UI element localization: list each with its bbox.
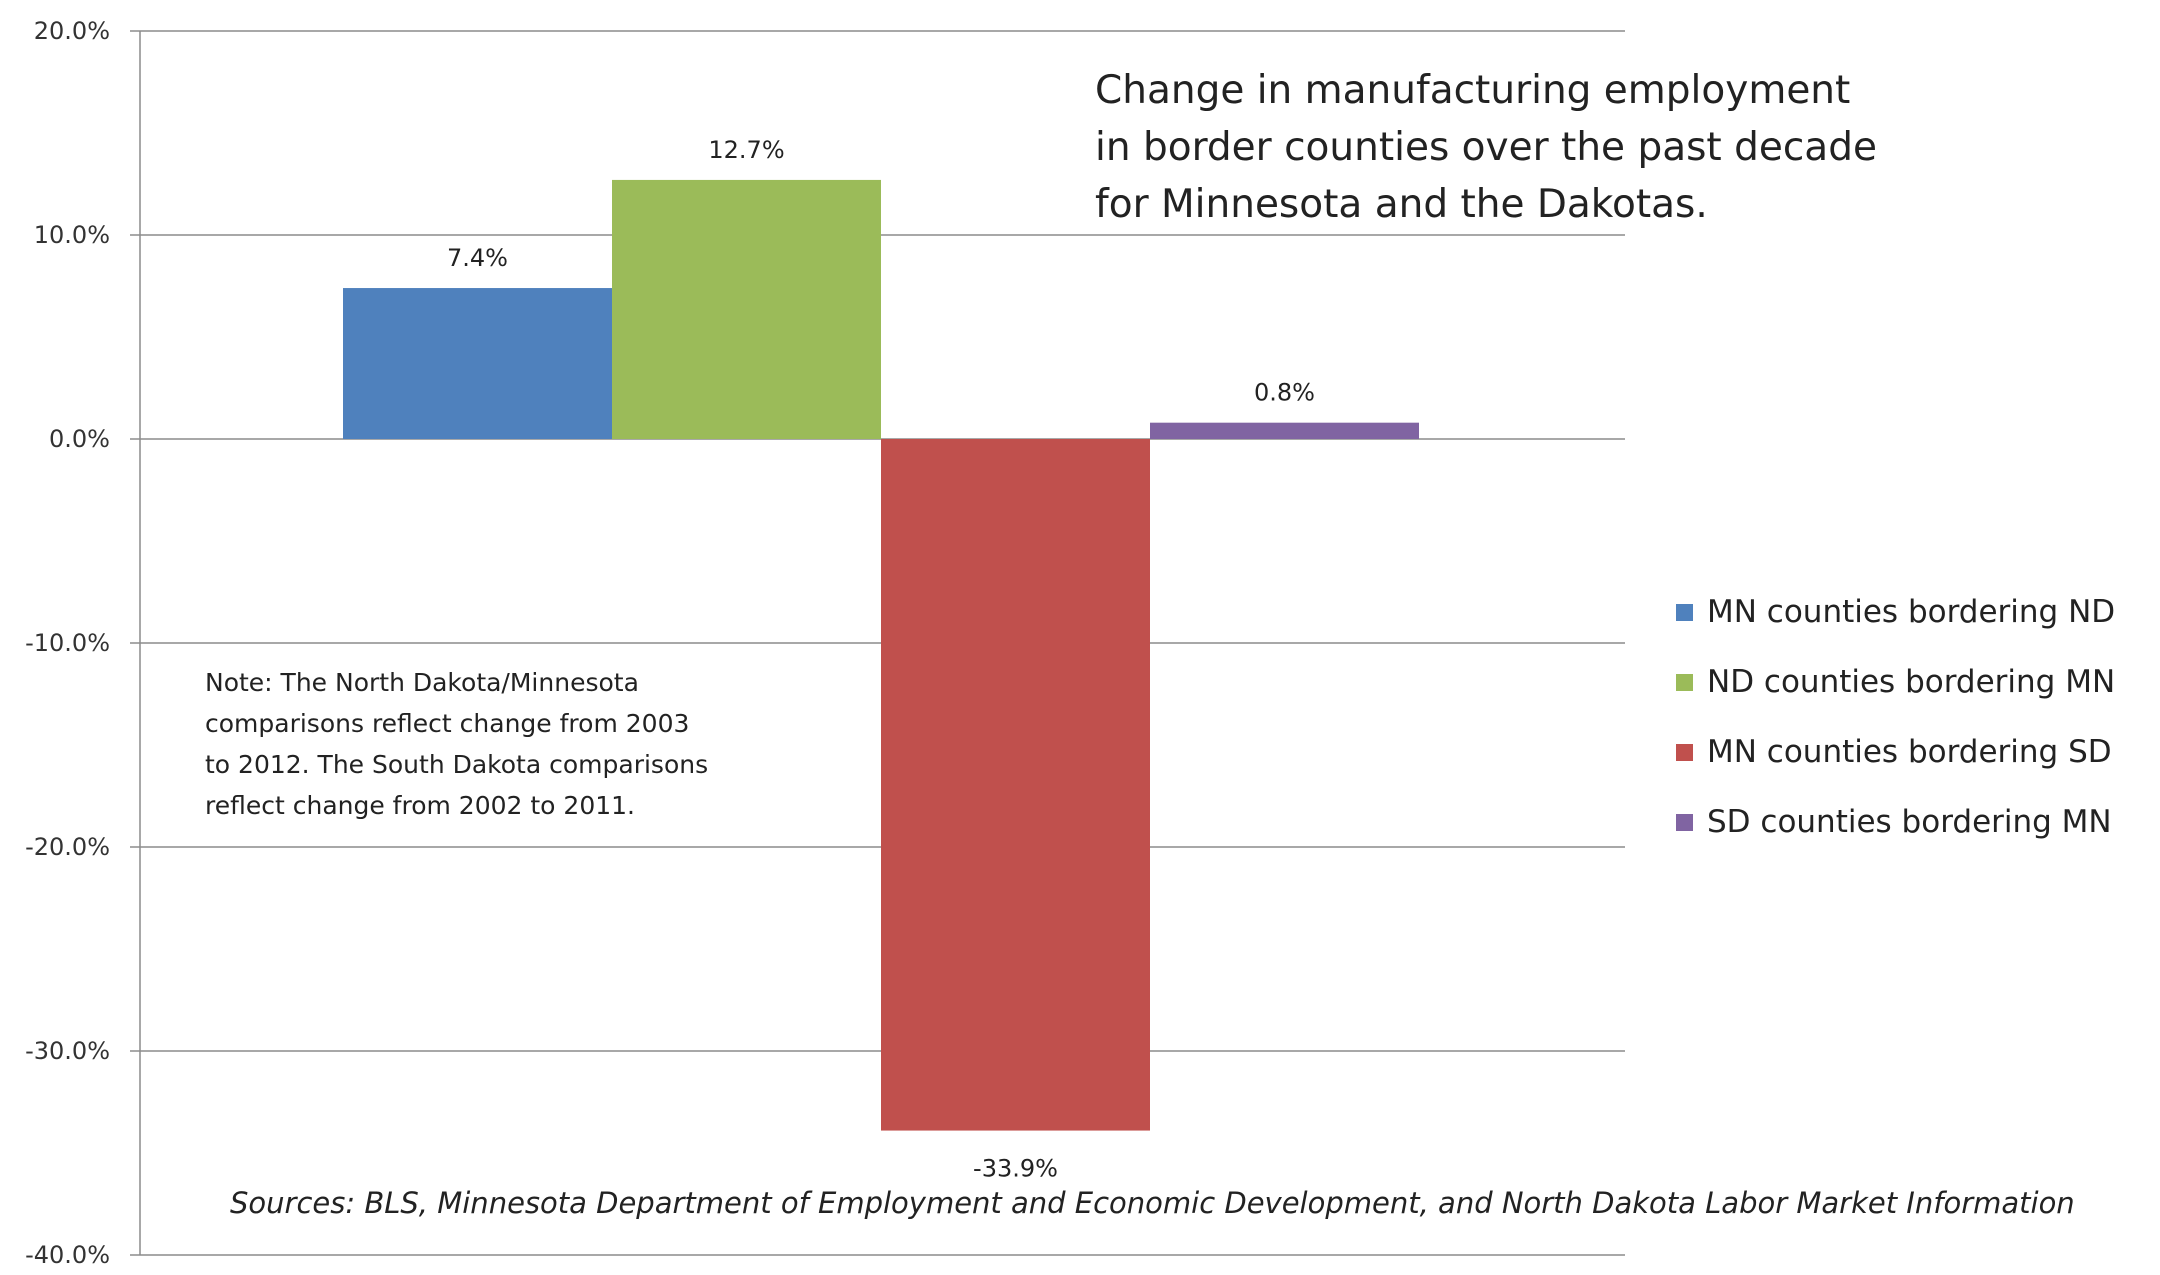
- y-tick-label: 10.0%: [34, 221, 110, 249]
- legend-item-sd-mn: SD counties bordering MN: [1676, 787, 2115, 857]
- legend-item-mn-nd: MN counties bordering ND: [1676, 577, 2115, 647]
- chart-title-line: in border counties over the past decade: [1095, 125, 1877, 170]
- data-label: 12.7%: [708, 136, 784, 164]
- y-tick-label: -20.0%: [25, 833, 110, 861]
- data-labels: 7.4% 12.7% -33.9% 0.8%: [447, 136, 1315, 1183]
- y-tick-label: -30.0%: [25, 1037, 110, 1065]
- legend-label: MN counties bordering ND: [1707, 594, 2116, 630]
- legend-swatch: [1676, 813, 1693, 831]
- data-label: -33.9%: [973, 1155, 1058, 1183]
- data-label: 0.8%: [1254, 379, 1315, 407]
- data-label: 7.4%: [447, 244, 508, 272]
- y-tick-label: -40.0%: [25, 1241, 110, 1269]
- legend-swatch: [1676, 743, 1693, 761]
- bar: [1150, 422, 1419, 439]
- legend-swatch: [1676, 673, 1693, 691]
- legend-label: ND counties bordering MN: [1707, 664, 2116, 700]
- legend-item-mn-sd: MN counties bordering SD: [1676, 717, 2115, 787]
- bar: [612, 179, 881, 440]
- y-axis: 20.0% 10.0% 0.0% -10.0% -20.0% -30.0% -40.0%: [25, 17, 141, 1269]
- chart-note: Note: The North Dakota/Minnesota compari…: [205, 662, 765, 826]
- bar: [881, 439, 1150, 1131]
- bar: [343, 288, 612, 439]
- legend-label: SD counties bordering MN: [1707, 804, 2112, 840]
- note-line: to 2012. The South Dakota comparisons: [205, 750, 709, 779]
- y-tick-label: 0.0%: [49, 425, 110, 453]
- chart-source: Sources: BLS, Minnesota Department of Em…: [230, 1186, 2075, 1220]
- legend: MN counties bordering ND ND counties bor…: [1676, 577, 2115, 857]
- legend-swatch: [1676, 603, 1693, 621]
- chart-title-line: for Minnesota and the Dakotas.: [1095, 182, 1708, 227]
- note-line: Note: The North Dakota/Minnesota: [205, 668, 639, 697]
- y-tick-label: 20.0%: [34, 17, 110, 45]
- legend-label: MN counties bordering SD: [1707, 734, 2112, 770]
- note-line: reflect change from 2002 to 2011.: [205, 791, 635, 820]
- bars: [343, 179, 1419, 1131]
- chart-title: Change in manufacturing employment in bo…: [1095, 62, 1877, 233]
- legend-item-nd-mn: ND counties bordering MN: [1676, 647, 2115, 717]
- chart-title-line: Change in manufacturing employment: [1095, 68, 1851, 113]
- note-line: comparisons reflect change from 2003: [205, 709, 690, 738]
- y-tick-label: -10.0%: [25, 629, 110, 657]
